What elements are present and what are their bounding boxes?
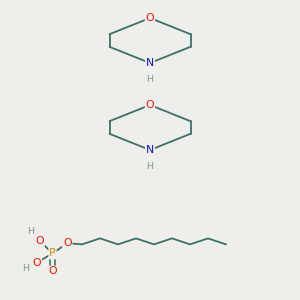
Text: O: O <box>48 266 57 277</box>
Text: H: H <box>146 75 154 84</box>
Text: O: O <box>146 100 154 110</box>
Text: H: H <box>146 162 154 171</box>
Text: O: O <box>33 257 41 268</box>
Text: N: N <box>146 58 154 68</box>
Text: H: H <box>22 265 29 274</box>
Text: P: P <box>49 248 56 259</box>
Text: H: H <box>27 227 34 236</box>
Text: O: O <box>35 236 44 246</box>
Text: N: N <box>146 145 154 155</box>
Text: O: O <box>146 13 154 23</box>
Text: O: O <box>63 238 72 248</box>
